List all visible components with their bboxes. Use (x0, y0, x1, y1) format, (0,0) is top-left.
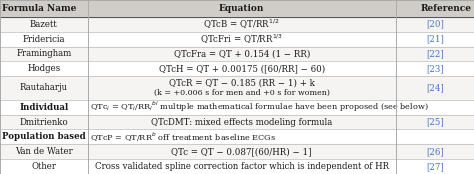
Bar (0, 115, 474, 129)
Text: Formula Name: Formula Name (2, 4, 77, 13)
Text: QTcP = QT/RR$^b$ off treatment baseline ECGs: QTcP = QT/RR$^b$ off treatment baseline … (90, 130, 276, 144)
Text: Population based: Population based (2, 132, 86, 141)
Text: [25]: [25] (426, 117, 444, 126)
Bar (0, 32, 474, 46)
Bar (0, 159, 474, 174)
Text: (k = +0.006 s for men and +0 s for women): (k = +0.006 s for men and +0 s for women… (154, 89, 330, 97)
Text: Van de Water: Van de Water (15, 147, 73, 156)
Text: [27]: [27] (426, 162, 444, 171)
Bar (0, 100, 474, 115)
Text: QTc = QT − 0.087[(60/HR) − 1]: QTc = QT − 0.087[(60/HR) − 1] (172, 147, 312, 156)
Text: [26]: [26] (426, 147, 444, 156)
Bar (0, 129, 474, 144)
Text: Other: Other (31, 162, 56, 171)
Text: [23]: [23] (426, 64, 444, 73)
Text: Fridericia: Fridericia (23, 35, 65, 44)
Text: QTcR = QT − 0.185 (RR − 1) + k: QTcR = QT − 0.185 (RR − 1) + k (169, 78, 315, 87)
Text: [24]: [24] (426, 84, 444, 93)
Bar (0, 76, 474, 100)
Text: QTcH = QT + 0.00175 ([60/RR] − 60): QTcH = QT + 0.00175 ([60/RR] − 60) (159, 64, 325, 73)
Bar (0, 0, 474, 17)
Text: [20]: [20] (426, 20, 444, 29)
Bar (0, 46, 474, 61)
Text: Framingham: Framingham (16, 49, 72, 58)
Text: Bazett: Bazett (30, 20, 58, 29)
Text: Equation: Equation (219, 4, 264, 13)
Text: QTcFra = QT + 0.154 (1 − RR): QTcFra = QT + 0.154 (1 − RR) (173, 49, 310, 58)
Bar (0, 17, 474, 32)
Text: Reference: Reference (420, 4, 472, 13)
Text: QTcDMT: mixed effects modeling formula: QTcDMT: mixed effects modeling formula (151, 117, 332, 126)
Bar (0, 144, 474, 159)
Text: QTc$_i$ = QT$_i$/RR$_i$$^{bi}$ multiple mathematical formulae have been proposed: QTc$_i$ = QT$_i$/RR$_i$$^{bi}$ multiple … (90, 100, 428, 114)
Text: Cross validated spline correction factor which is independent of HR: Cross validated spline correction factor… (95, 162, 389, 171)
Text: Hodges: Hodges (27, 64, 61, 73)
Text: QTcB = QT/RR$^{1/2}$: QTcB = QT/RR$^{1/2}$ (203, 18, 280, 31)
Text: Individual: Individual (19, 103, 68, 112)
Text: [22]: [22] (426, 49, 444, 58)
Text: Rautaharju: Rautaharju (20, 84, 68, 93)
Bar (0, 61, 474, 76)
Text: [21]: [21] (426, 35, 444, 44)
Text: Dmitrienko: Dmitrienko (19, 117, 68, 126)
Text: QTcFri = QT/RR$^{1/3}$: QTcFri = QT/RR$^{1/3}$ (200, 33, 283, 46)
